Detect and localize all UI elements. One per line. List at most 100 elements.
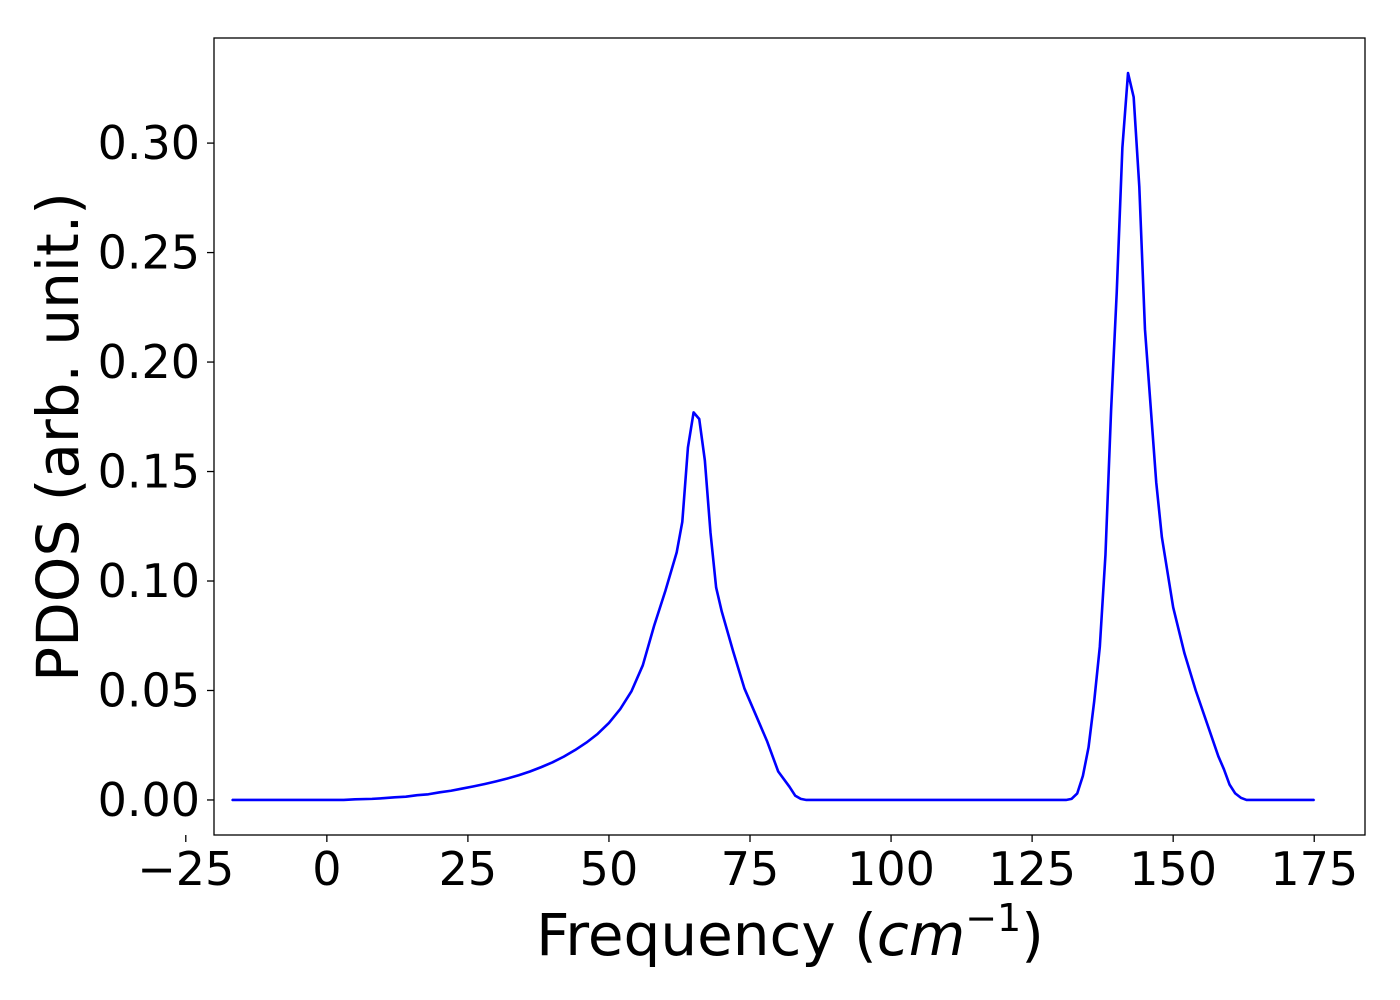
pdos-data-point <box>1127 72 1129 74</box>
pdos-data-point <box>1217 755 1220 758</box>
pdos-data-point <box>788 785 791 788</box>
pdos-data-point <box>1081 774 1084 777</box>
pdos-data-point <box>805 799 808 801</box>
pdos-data-point <box>709 531 712 534</box>
pdos-data-point <box>608 721 610 724</box>
pdos-data-point <box>517 774 520 777</box>
x-axis-label-text: Frequency ( <box>536 901 877 969</box>
pdos-data-point <box>715 586 718 589</box>
pdos-data-point <box>1228 783 1231 786</box>
pdos-data-point <box>574 749 576 751</box>
pdos-data-point <box>1155 481 1158 484</box>
pdos-data-point <box>1144 328 1146 331</box>
series-layer <box>231 71 1316 802</box>
y-tick-label: 0.20 <box>98 335 200 389</box>
pdos-data-point <box>720 610 723 613</box>
pdos-data-point <box>354 798 356 801</box>
pdos-data-point <box>342 799 345 801</box>
pdos-data-point <box>1132 96 1135 99</box>
pdos-data-point <box>1087 746 1090 749</box>
pdos-data-point <box>1245 799 1248 801</box>
y-tick-label: 0.00 <box>98 773 200 827</box>
pdos-data-point <box>743 687 746 690</box>
pdos-data-point <box>1138 185 1141 188</box>
pdos-data-point <box>1076 792 1079 795</box>
pdos-data-point <box>1234 792 1237 795</box>
pdos-data-point <box>562 755 565 758</box>
x-tick-label: 125 <box>988 842 1076 896</box>
pdos-data-point <box>1093 700 1096 703</box>
pdos-data-point <box>1065 799 1067 801</box>
pdos-data-point <box>754 713 757 716</box>
pdos-data-point <box>585 741 588 744</box>
x-axis-label: Frequency (cm−1) <box>536 896 1044 969</box>
pdos-series <box>231 71 1316 802</box>
pdos-data-point <box>1104 553 1107 556</box>
y-axis-label: PDOS (arb. unit.) <box>24 192 92 682</box>
x-axis-ticks: −25 0 25 50 75 100 125 150 175 <box>137 835 1358 896</box>
pdos-data-point <box>1160 536 1163 539</box>
y-tick-label: 0.30 <box>98 116 200 170</box>
pdos-data-point <box>404 795 407 798</box>
pdos-data-point <box>1172 606 1175 609</box>
pdos-data-point <box>1070 797 1073 800</box>
pdos-data-point <box>472 785 475 788</box>
pdos-data-point <box>495 780 498 783</box>
y-tick-label: 0.15 <box>98 445 200 499</box>
pdos-data-point <box>540 766 543 769</box>
pdos-data-point <box>664 589 667 592</box>
x-tick-label: 25 <box>439 842 498 896</box>
pdos-data-point <box>506 777 509 780</box>
pdos-data-point <box>777 770 780 773</box>
pdos-data-point <box>1256 799 1259 801</box>
y-axis-ticks: 0.00 0.05 0.10 0.15 0.20 0.25 0.30 <box>98 116 214 827</box>
pdos-data-point <box>529 770 531 773</box>
pdos-data-point <box>1098 645 1101 648</box>
pdos-data-point <box>1239 796 1242 799</box>
pdos-data-point <box>382 797 385 800</box>
pdos-data-point <box>450 789 452 792</box>
pdos-data-point <box>371 797 373 800</box>
pdos-data-point <box>427 793 430 796</box>
pdos-data-point <box>1313 799 1316 801</box>
x-axis-label-close: ) <box>1021 901 1044 969</box>
pdos-data-point <box>641 664 644 667</box>
pdos-data-point <box>766 739 768 742</box>
pdos-series-line <box>232 71 1315 802</box>
x-tick-label: 175 <box>1270 842 1358 896</box>
x-axis-unit-exponent: −1 <box>965 896 1021 940</box>
pdos-data-point <box>438 791 441 794</box>
pdos-data-point <box>698 418 701 420</box>
pdos-data-point <box>692 411 695 414</box>
pdos-data-point <box>732 650 734 652</box>
pdos-data-point <box>1121 146 1124 149</box>
pdos-data-point <box>461 787 464 790</box>
pdos-data-point <box>483 783 486 785</box>
pdos-data-point <box>1003 799 1005 801</box>
pdos-data-point <box>1115 291 1118 293</box>
pdos-data-point <box>630 690 633 693</box>
pdos-data-point <box>681 520 684 523</box>
plot-frame <box>213 37 1366 836</box>
pdos-data-point <box>416 794 419 797</box>
pdos-data-point <box>822 799 825 801</box>
pdos-data-point <box>1149 404 1152 407</box>
pdos-data-point <box>703 459 706 462</box>
pdos-data-point <box>1206 722 1208 725</box>
pdos-data-point <box>551 761 554 764</box>
x-tick-label: 150 <box>1129 842 1217 896</box>
pdos-data-point <box>393 796 396 799</box>
y-tick-label: 0.10 <box>98 554 200 608</box>
pdos-data-point <box>1183 652 1186 655</box>
y-tick-label: 0.05 <box>98 663 200 717</box>
pdos-data-point <box>687 446 689 449</box>
x-axis-unit-base: cm <box>877 901 965 969</box>
pdos-data-point <box>811 799 813 801</box>
pdos-data-point <box>596 732 599 735</box>
pdos-data-point <box>794 794 797 797</box>
x-tick-label: 0 <box>312 842 341 896</box>
pdos-data-point <box>1194 689 1197 692</box>
pdos-data-point <box>675 551 678 554</box>
pdos-data-point <box>1223 768 1225 771</box>
